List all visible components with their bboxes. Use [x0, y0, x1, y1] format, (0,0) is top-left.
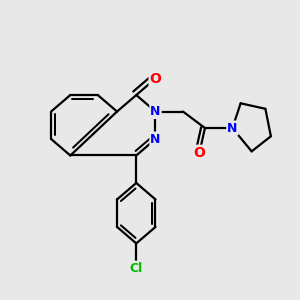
- Text: Cl: Cl: [130, 262, 143, 275]
- Text: O: O: [194, 146, 206, 160]
- Text: N: N: [227, 122, 238, 134]
- Text: N: N: [150, 133, 161, 146]
- Text: O: O: [150, 72, 161, 86]
- Text: N: N: [150, 105, 161, 118]
